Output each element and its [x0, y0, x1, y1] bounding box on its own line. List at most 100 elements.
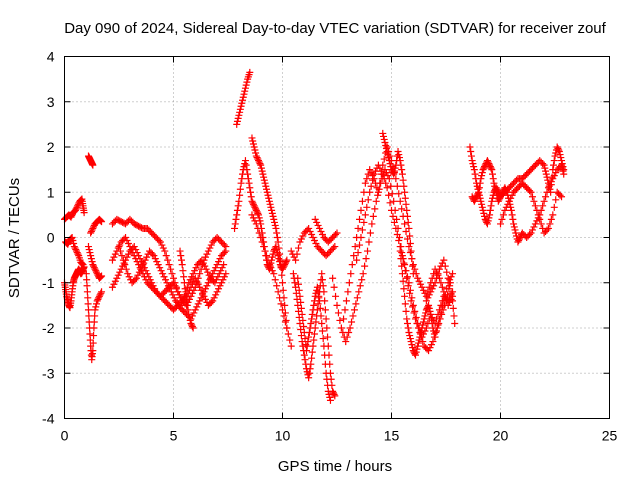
data-point [555, 148, 563, 156]
data-point [111, 250, 119, 258]
data-point [414, 339, 422, 347]
data-point [214, 273, 222, 281]
data-point [271, 221, 279, 229]
series-y [396, 247, 457, 359]
data-point [193, 303, 201, 311]
data-point [87, 229, 95, 237]
data-point [398, 166, 406, 174]
data-point [530, 223, 538, 231]
data-point [363, 175, 371, 183]
data-point [137, 265, 145, 273]
data-point [404, 282, 412, 290]
data-point [184, 306, 192, 314]
data-point [412, 348, 420, 356]
data-point [429, 324, 437, 332]
data-point [252, 152, 260, 160]
data-point [146, 276, 154, 284]
data-point [98, 218, 106, 226]
data-point [486, 211, 494, 219]
data-point [275, 255, 283, 263]
data-point [268, 267, 276, 275]
data-point [547, 188, 555, 196]
data-point [212, 291, 220, 299]
data-point [527, 188, 535, 196]
data-point [546, 185, 554, 193]
data-point [404, 324, 412, 332]
data-point [438, 303, 446, 311]
data-point [97, 289, 105, 297]
data-point [409, 301, 417, 309]
data-point [385, 191, 393, 199]
data-point [201, 295, 209, 303]
data-point [392, 175, 400, 183]
data-point [306, 227, 314, 235]
data-point [359, 270, 367, 278]
data-point [333, 229, 341, 237]
data-point [250, 202, 258, 210]
data-point [526, 187, 534, 195]
data-point [336, 316, 344, 324]
data-point [171, 282, 179, 290]
data-point [440, 297, 448, 305]
data-point [244, 175, 252, 183]
data-point [199, 259, 207, 267]
data-point [470, 163, 478, 171]
data-point [379, 129, 387, 137]
data-point [478, 200, 486, 208]
data-point [407, 247, 415, 255]
data-point [266, 262, 274, 270]
data-point [544, 176, 552, 184]
data-point [220, 249, 228, 257]
data-point [160, 273, 168, 281]
data-point [95, 294, 103, 302]
data-point [90, 318, 98, 326]
data-point [113, 274, 121, 282]
data-point [68, 212, 76, 220]
data-point [403, 315, 411, 323]
data-point [437, 309, 445, 317]
data-point [204, 279, 212, 287]
data-point [363, 203, 371, 211]
data-point [296, 292, 304, 300]
data-point [354, 249, 362, 257]
data-point [499, 211, 507, 219]
data-point [268, 206, 276, 214]
data-point [388, 190, 396, 198]
y-tick-label: -1 [42, 275, 55, 291]
data-point [281, 261, 289, 269]
data-point [488, 197, 496, 205]
data-point [401, 292, 409, 300]
data-point [98, 288, 106, 296]
data-point [343, 333, 351, 341]
data-point [446, 282, 454, 290]
data-point [164, 256, 172, 264]
x-tick-label: 5 [170, 428, 178, 444]
data-point [389, 169, 397, 177]
data-point [415, 336, 423, 344]
data-point [167, 265, 175, 273]
data-point [264, 191, 272, 199]
data-point [382, 141, 390, 149]
data-point [425, 301, 433, 309]
data-point [251, 203, 259, 211]
data-point [255, 211, 263, 219]
data-point [212, 264, 220, 272]
series-g [87, 215, 106, 237]
data-point [279, 265, 286, 273]
data-point [273, 229, 281, 237]
data-point [331, 243, 339, 251]
data-point [108, 256, 116, 264]
data-point [205, 271, 213, 279]
data-point [108, 283, 116, 291]
data-point [397, 255, 405, 263]
data-point [511, 226, 519, 234]
data-point [148, 279, 156, 287]
data-point [316, 224, 324, 232]
data-point [549, 175, 557, 183]
data-point [310, 301, 318, 309]
data-point [366, 166, 374, 174]
data-point [71, 244, 79, 252]
data-point [425, 304, 433, 312]
data-point [142, 267, 150, 275]
data-point [379, 170, 387, 178]
